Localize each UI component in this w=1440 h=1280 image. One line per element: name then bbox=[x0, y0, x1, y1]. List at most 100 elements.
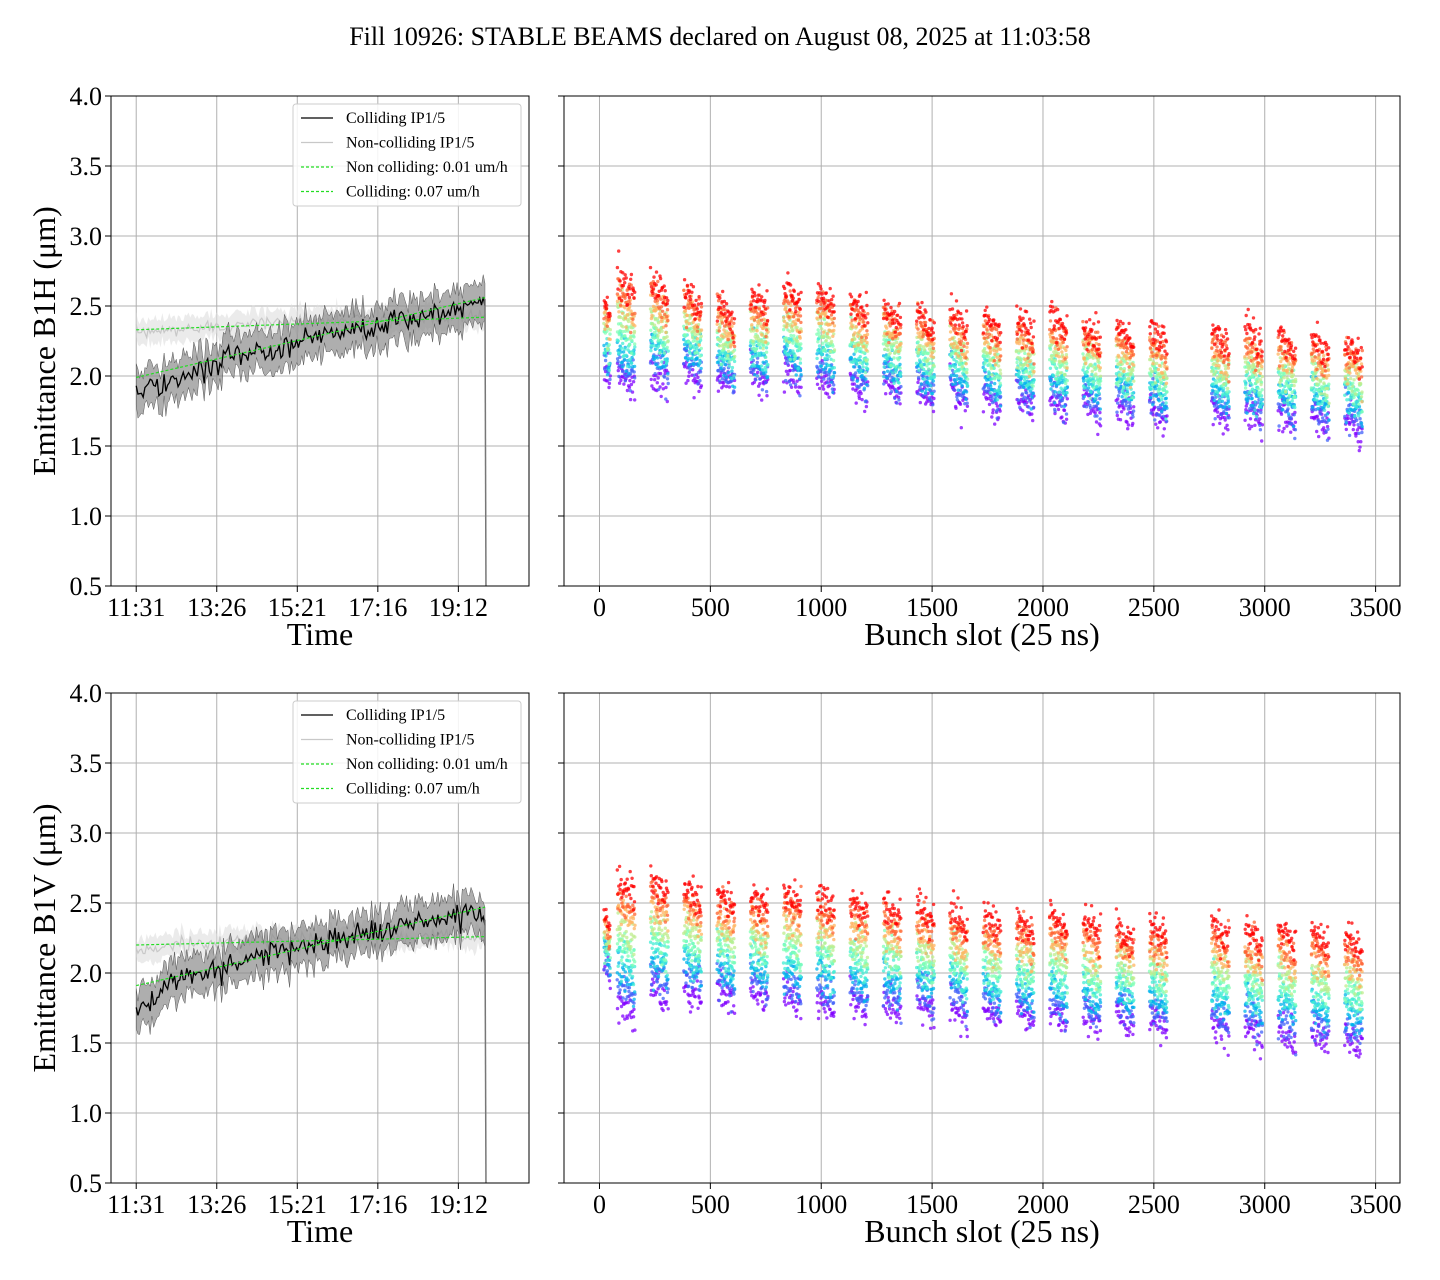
scatter-point bbox=[960, 321, 965, 325]
scatter-point bbox=[1218, 399, 1222, 403]
scatter-point bbox=[761, 312, 765, 317]
scatter-point bbox=[1254, 347, 1259, 352]
scatter-point bbox=[1165, 367, 1169, 371]
scatter-point bbox=[1117, 373, 1122, 377]
scatter-point bbox=[1097, 347, 1101, 351]
scatter-point bbox=[998, 391, 1002, 395]
scatter-point bbox=[1050, 357, 1054, 361]
scatter-point bbox=[649, 343, 653, 348]
scatter-point bbox=[627, 305, 632, 309]
scatter-point bbox=[782, 286, 787, 291]
scatter-point bbox=[1098, 424, 1103, 428]
colliding-band bbox=[135, 274, 486, 419]
scatter-point bbox=[817, 386, 822, 391]
scatter-point bbox=[754, 309, 758, 313]
scatter-point bbox=[788, 357, 792, 362]
scatter-point bbox=[1052, 327, 1056, 331]
scatter-point bbox=[615, 302, 620, 306]
scatter-point bbox=[1125, 347, 1130, 351]
scatter-point bbox=[1161, 434, 1165, 438]
scatter-point bbox=[1055, 337, 1059, 341]
scatter-point bbox=[633, 342, 637, 346]
scatter-point bbox=[1253, 400, 1257, 404]
scatter-point bbox=[1159, 357, 1163, 361]
scatter-point bbox=[998, 340, 1002, 345]
scatter-point bbox=[1289, 415, 1293, 420]
scatter-point bbox=[759, 364, 764, 368]
scatter-point bbox=[853, 331, 857, 335]
scatter-point bbox=[919, 311, 923, 315]
scatter-point bbox=[816, 370, 820, 374]
scatter-point bbox=[1148, 346, 1153, 350]
scatter-point bbox=[652, 275, 656, 279]
scatter-point bbox=[666, 349, 670, 353]
scatter-point bbox=[830, 387, 835, 391]
scatter-point bbox=[1293, 420, 1298, 424]
scatter-point bbox=[1249, 350, 1254, 354]
scatter-point bbox=[1282, 426, 1286, 431]
scatter-point bbox=[1098, 417, 1102, 421]
scatter-point bbox=[1026, 411, 1030, 415]
scatter-point bbox=[860, 397, 864, 402]
scatter-point bbox=[631, 317, 635, 321]
scatter-point bbox=[825, 332, 830, 336]
scatter-point bbox=[724, 384, 729, 389]
scatter-point bbox=[999, 354, 1003, 358]
x-tick-label: 3000 bbox=[1239, 593, 1291, 622]
scatter-point bbox=[993, 381, 997, 386]
scatter-point bbox=[1162, 427, 1167, 431]
scatter-point bbox=[1148, 332, 1153, 336]
scatter-point bbox=[796, 366, 800, 371]
scatter-point bbox=[1260, 388, 1264, 392]
scatter-point bbox=[660, 360, 664, 364]
scatter-point bbox=[690, 356, 694, 360]
scatter-point bbox=[654, 270, 659, 274]
scatter-point bbox=[785, 322, 789, 326]
scatter-point bbox=[624, 369, 628, 374]
scatter-point bbox=[699, 384, 704, 388]
scatter-point bbox=[766, 363, 770, 367]
scatter-point bbox=[1094, 311, 1098, 315]
scatter-point bbox=[831, 344, 835, 348]
scatter-point bbox=[763, 298, 767, 303]
scatter-point bbox=[930, 326, 934, 330]
scatter-point bbox=[727, 360, 731, 364]
scatter-point bbox=[889, 305, 893, 310]
scatter-point bbox=[657, 387, 661, 392]
scatter-point bbox=[857, 322, 861, 326]
scatter-point bbox=[760, 398, 764, 402]
scatter-point bbox=[699, 301, 704, 306]
scatter-point bbox=[791, 368, 795, 373]
scatter-point bbox=[998, 394, 1003, 399]
scatter-point bbox=[1253, 408, 1257, 412]
axes-frame bbox=[110, 95, 530, 587]
scatter-point bbox=[1162, 331, 1166, 335]
scatter-point bbox=[1277, 391, 1281, 395]
scatter-point bbox=[926, 357, 930, 361]
scatter-point bbox=[1025, 391, 1029, 395]
scatter-point bbox=[659, 394, 663, 399]
scatter-point bbox=[987, 317, 992, 322]
scatter-point bbox=[865, 329, 869, 333]
scatter-point bbox=[1160, 354, 1164, 358]
scatter-point bbox=[1212, 354, 1217, 359]
scatter-point bbox=[1210, 346, 1214, 351]
scatter-point bbox=[889, 390, 894, 394]
scatter-point bbox=[827, 354, 831, 358]
scatter-point bbox=[855, 362, 859, 366]
scatter-point bbox=[1250, 424, 1254, 429]
scatter-point bbox=[990, 373, 994, 377]
scatter-point bbox=[1225, 386, 1230, 391]
scatter-point bbox=[856, 334, 860, 338]
scatter-point bbox=[784, 325, 789, 329]
scatter-point bbox=[981, 410, 986, 414]
scatter-point bbox=[832, 310, 836, 314]
scatter-point bbox=[764, 307, 768, 311]
scatter-point bbox=[1130, 396, 1134, 400]
scatter-point bbox=[649, 377, 653, 382]
scatter-point bbox=[756, 370, 760, 374]
scatter-point bbox=[1030, 412, 1034, 416]
scatter-point bbox=[723, 362, 727, 366]
scatter-point bbox=[1096, 330, 1100, 334]
scatter-point bbox=[663, 371, 667, 376]
